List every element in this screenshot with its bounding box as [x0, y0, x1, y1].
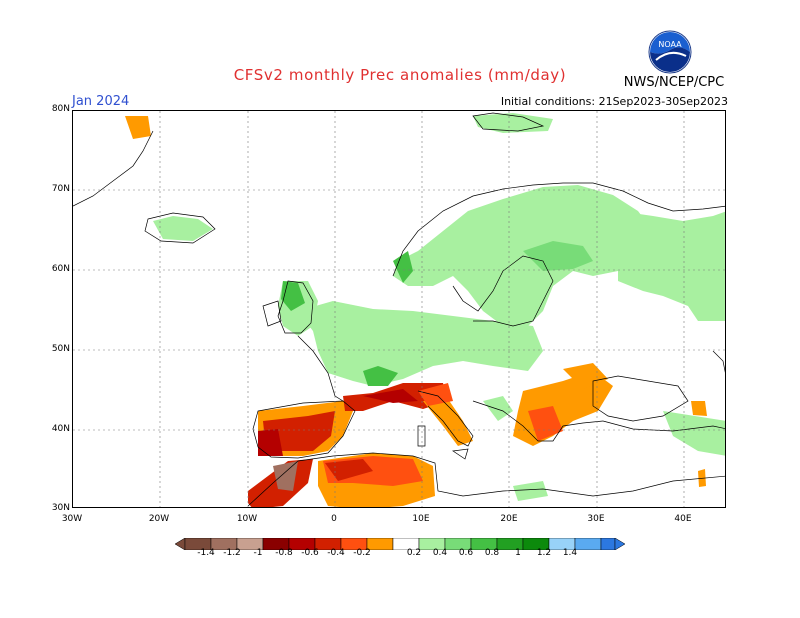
legend-label: -0.4 — [327, 548, 345, 558]
agency-label: NWS/NCEP/CPC — [623, 75, 725, 90]
dry-region-italy-north — [418, 383, 453, 406]
forecast-month: Jan 2024 — [72, 94, 130, 109]
wet-region-east — [663, 411, 725, 456]
legend-label: 0.8 — [484, 548, 500, 558]
coast-britain — [277, 280, 314, 334]
coast-ireland — [262, 300, 282, 327]
wet-region-scotland — [281, 281, 305, 311]
dry-region-iberia-west — [258, 429, 283, 456]
map-svg — [73, 111, 725, 507]
map-title: CFSv2 monthly Prec anomalies (mm/day) — [233, 66, 567, 84]
coast-greenland — [73, 130, 154, 207]
wet-region-balkans — [483, 396, 513, 421]
dry-region-morocco-brown — [273, 461, 298, 491]
lon-label: 40E — [674, 514, 692, 524]
initial-conditions: Initial conditions: 21Sep2023-30Sep2023 — [500, 95, 728, 108]
lon-label: 20W — [148, 514, 170, 524]
coast-baltic — [452, 255, 554, 327]
lon-label: 10W — [236, 514, 258, 524]
coast-balkans — [472, 400, 604, 442]
wet-region-africa — [513, 481, 548, 501]
legend-label: -0.2 — [353, 548, 371, 558]
lon-label: 0 — [331, 514, 337, 524]
wet-region-scandinavia — [393, 185, 653, 326]
legend-label: -1 — [253, 548, 263, 558]
legend-swatch — [600, 537, 616, 551]
coast-svalbard — [472, 112, 545, 132]
coast-turkey — [602, 420, 725, 432]
legend-label: 1 — [515, 548, 521, 558]
coast-black-sea — [592, 375, 689, 422]
legend-label: 0.4 — [432, 548, 448, 558]
lat-label: 50N — [51, 344, 70, 354]
color-legend — [174, 535, 626, 551]
dry-region-italy — [423, 399, 473, 446]
wet-region-finland — [523, 241, 593, 271]
lat-label: 40N — [51, 424, 70, 434]
coast-iberia — [252, 400, 356, 459]
lon-label: 20E — [500, 514, 518, 524]
legend-label: 1.2 — [536, 548, 552, 558]
lon-label: 30W — [61, 514, 83, 524]
noaa-logo: NOAA — [648, 30, 692, 74]
lat-label: 30N — [51, 503, 70, 513]
coast-france — [297, 335, 344, 402]
wet-region-alps — [363, 366, 398, 386]
gridlines — [73, 111, 725, 507]
wet-region-iceland — [153, 216, 213, 241]
legend-label: 0.2 — [406, 548, 422, 558]
map-area — [72, 110, 726, 508]
lat-label: 80N — [51, 104, 70, 114]
dry-region-greece — [528, 406, 563, 441]
coast-iceland — [144, 212, 216, 244]
noaa-logo-text: NOAA — [658, 40, 682, 49]
wet-region-russia — [618, 211, 725, 321]
legend-label: -0.6 — [301, 548, 319, 558]
legend-label: 0.6 — [458, 548, 474, 558]
dry-region-caucasus — [691, 401, 707, 416]
lat-label: 70N — [51, 184, 70, 194]
legend-label: 1.4 — [562, 548, 578, 558]
legend-arrow-left — [174, 537, 186, 551]
legend-label: -1.4 — [197, 548, 215, 558]
dry-region-svalbard-small — [125, 116, 151, 139]
coastline-layer — [73, 112, 725, 507]
coast-sardinia — [417, 425, 426, 447]
anomaly-layer — [125, 113, 725, 507]
wet-region-central — [298, 301, 543, 386]
lon-label: 30E — [587, 514, 605, 524]
dry-region-france-south-inner — [363, 389, 418, 403]
wet-region-norway-coast — [393, 251, 413, 283]
legend-arrow-right — [614, 537, 626, 551]
dry-region-algeria-strong — [325, 459, 373, 481]
coast-caspian — [712, 350, 725, 373]
legend-label: -0.8 — [275, 548, 293, 558]
lon-label: 10E — [412, 514, 430, 524]
coast-italy — [417, 390, 474, 447]
legend-label: -1.2 — [223, 548, 241, 558]
lat-label: 60N — [51, 264, 70, 274]
coast-africa — [247, 452, 725, 507]
coast-sicily — [452, 448, 469, 460]
dry-region-iberia-core — [263, 411, 335, 451]
